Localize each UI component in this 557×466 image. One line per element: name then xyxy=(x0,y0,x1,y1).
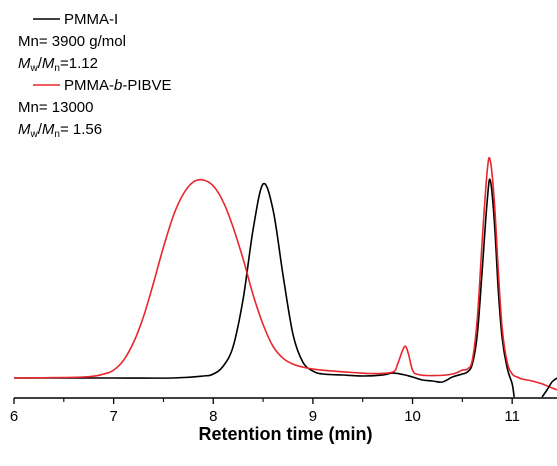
x-tick-label: 8 xyxy=(209,408,217,425)
pmma-i-line xyxy=(13,178,515,398)
x-tick-label: 11 xyxy=(504,408,520,425)
legend-annotation-pmma-i-0: Mn= 3900 g/mol xyxy=(18,33,126,50)
x-tick-label: 10 xyxy=(404,408,421,425)
x-axis-title: Retention time (min) xyxy=(199,424,373,444)
legend-label-pmma-b-pibve: PMMA-b-PIBVE xyxy=(64,77,172,94)
legend: PMMA-I Mn= 3900 g/mol Mw/Mn=1.12 PMMA-b-PIB… xyxy=(18,11,172,140)
x-tick-label: 9 xyxy=(309,408,317,425)
series-curves xyxy=(13,156,557,398)
legend-annotation-pmma-b-pibve-1: Mw/Mn= 1.56 xyxy=(18,121,102,140)
pmma-b-pibve-line xyxy=(13,156,557,391)
x-axis: 6 7 8 9 10 11 xyxy=(10,397,557,425)
series-2-line xyxy=(541,377,557,398)
legend-label-pmma-i: PMMA-I xyxy=(64,11,118,28)
x-tick-label: 7 xyxy=(109,408,117,425)
x-tick-label: 6 xyxy=(10,408,18,425)
legend-annotation-pmma-i-1: Mw/Mn=1.12 xyxy=(18,55,98,74)
legend-annotation-pmma-b-pibve-0: Mn= 13000 xyxy=(18,99,93,116)
